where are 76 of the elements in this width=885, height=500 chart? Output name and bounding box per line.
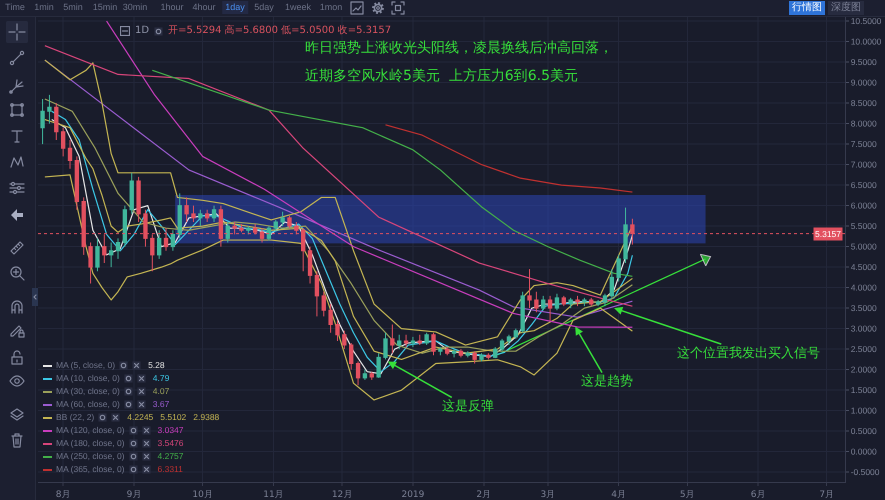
text: 1mon [320, 2, 342, 12]
annotation: 3.0347 [158, 425, 184, 436]
x-tick-label: 12月 [332, 490, 352, 500]
annotation: 这个位置我发出买入信号 [677, 346, 820, 361]
annotation: 这是趋势 [581, 374, 633, 389]
y-tick-label: 5.0000 [850, 242, 877, 252]
legend-label: MA (120, close, 0) [56, 425, 125, 436]
y-tick-label: 2.0000 [850, 364, 877, 375]
text: Time [5, 2, 25, 12]
annotation: 5.5102 [160, 412, 186, 422]
x-tick-label: 2019 [401, 490, 425, 500]
text: 行情图 [789, 1, 825, 15]
annotation: 4.2757 [158, 451, 184, 462]
ref-line-label: 5.3157 [815, 229, 842, 239]
annotation: 4.79 [152, 373, 170, 384]
annotation: 2.9388 [193, 412, 220, 422]
annotation: 5.28 [148, 360, 165, 370]
legend-label: MA (250, close, 0) [56, 451, 125, 462]
y-tick-label: 9.0000 [850, 78, 877, 88]
x-tick-label: 11月 [263, 490, 284, 500]
y-tick-label: 1.5000 [850, 385, 877, 396]
annotation: 3.5476 [158, 438, 184, 448]
legend-label: MA (10, close, 0) [56, 373, 120, 384]
y-tick-label: 8.5000 [850, 98, 877, 108]
y-tick-label: 6.0000 [850, 200, 877, 211]
y-tick-label: 0.0000 [850, 446, 877, 457]
y-tick-label: 2.5000 [850, 344, 877, 354]
text: 1hour [160, 2, 184, 12]
annotation: 4.07 [152, 386, 170, 396]
annotation: 昨日强势上涨收光头阳线，凌晨换线后冲高回落， [305, 40, 613, 56]
text: 1day [222, 1, 248, 14]
text: 1week [284, 2, 312, 12]
legend-label: BB (22, 2) [56, 412, 94, 422]
legend-label: MA (60, close, 0) [56, 399, 120, 410]
x-tick-label: 2月 [476, 490, 492, 500]
annotation: 1D [135, 25, 150, 36]
y-tick-label: 8.0000 [850, 118, 877, 129]
x-tick-label: 7月 [819, 490, 834, 500]
y-tick-label: -0.5000 [850, 467, 880, 478]
x-tick-label: 10月 [192, 490, 213, 500]
text: 1min [34, 2, 54, 12]
y-tick-label: 1.0000 [850, 406, 877, 416]
text: 15min [92, 2, 118, 12]
y-tick-label: 7.5000 [850, 139, 877, 150]
annotation: 这是反弹 [442, 399, 494, 414]
legend-label: MA (30, close, 0) [56, 386, 120, 396]
annotation: 开=5.5294 高=5.6800 低=5.0500 收=5.3157 [168, 25, 392, 36]
text: 深度图 [828, 1, 864, 15]
annotation: 6.3311 [158, 464, 183, 474]
x-tick-label: 5月 [680, 490, 695, 500]
text: 5day [254, 2, 274, 12]
x-tick-label: 6月 [750, 490, 766, 500]
y-tick-label: 4.5000 [850, 262, 877, 272]
y-tick-label: 10.0000 [850, 36, 882, 47]
x-tick-label: 3月 [540, 490, 556, 500]
text: 4hour [192, 2, 216, 12]
y-tick-label: 3.0000 [850, 324, 877, 334]
y-tick-label: 4.0000 [850, 282, 877, 293]
x-tick-label: 9月 [126, 490, 142, 500]
legend-label: MA (365, close, 0) [56, 464, 125, 474]
legend-label: MA (180, close, 0) [56, 438, 125, 448]
y-tick-label: 7.0000 [850, 160, 877, 170]
y-tick-label: 10.5000 [850, 16, 882, 26]
annotation: 4.2245 [127, 412, 154, 422]
y-tick-label: 0.5000 [850, 426, 877, 436]
legend-label: MA (5, close, 0) [56, 360, 116, 370]
y-tick-label: 3.5000 [850, 303, 877, 314]
y-tick-label: 6.5000 [850, 180, 877, 190]
y-tick-label: 9.5000 [850, 57, 877, 68]
annotation: 3.67 [152, 399, 170, 410]
x-tick-label: 8月 [56, 490, 71, 500]
y-tick-label: 5.5000 [850, 221, 877, 232]
text: 30min [122, 2, 148, 12]
annotation: 近期多空风水岭5美元 上方压力6到6.5美元 [305, 68, 578, 84]
x-tick-label: 4月 [611, 490, 626, 500]
text: 5min [63, 2, 83, 12]
